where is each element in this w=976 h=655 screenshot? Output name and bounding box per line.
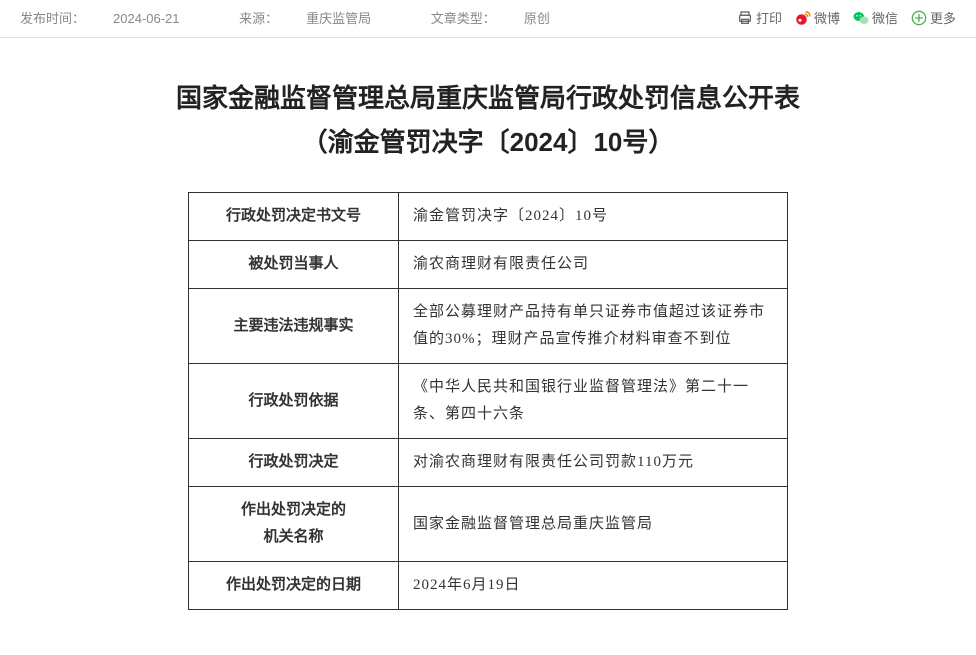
plus-icon bbox=[910, 9, 928, 27]
table-row: 主要违法违规事实 全部公募理财产品持有单只证券市值超过该证券市值的30%；理财产… bbox=[189, 289, 788, 364]
meta-bar: 发布时间：2024-06-21 来源：重庆监管局 文章类型：原创 打印 微博 微… bbox=[0, 0, 976, 38]
table-row: 行政处罚决定 对渝农商理财有限责任公司罚款110万元 bbox=[189, 439, 788, 487]
printer-icon bbox=[736, 9, 754, 27]
more-button[interactable]: 更多 bbox=[910, 8, 956, 27]
row-label: 行政处罚依据 bbox=[189, 364, 399, 439]
row-label: 行政处罚决定书文号 bbox=[189, 193, 399, 241]
weibo-button[interactable]: 微博 bbox=[794, 8, 840, 27]
publish-time: 发布时间：2024-06-21 bbox=[20, 11, 208, 26]
article-type: 文章类型：原创 bbox=[431, 11, 578, 26]
weibo-icon bbox=[794, 9, 812, 27]
table-row: 作出处罚决定的 机关名称 国家金融监督管理总局重庆监管局 bbox=[189, 487, 788, 562]
row-value: 《中华人民共和国银行业监督管理法》第二十一条、第四十六条 bbox=[399, 364, 788, 439]
table-row: 被处罚当事人 渝农商理财有限责任公司 bbox=[189, 241, 788, 289]
meta-left: 发布时间：2024-06-21 来源：重庆监管局 文章类型：原创 bbox=[20, 8, 606, 27]
weibo-label: 微博 bbox=[814, 8, 840, 27]
penalty-table: 行政处罚决定书文号 渝金管罚决字〔2024〕10号 被处罚当事人 渝农商理财有限… bbox=[188, 192, 788, 610]
row-value: 渝金管罚决字〔2024〕10号 bbox=[399, 193, 788, 241]
title-line-2: （渝金管罚决字〔2024〕10号） bbox=[0, 120, 976, 164]
row-value: 渝农商理财有限责任公司 bbox=[399, 241, 788, 289]
table-row: 作出处罚决定的日期 2024年6月19日 bbox=[189, 562, 788, 610]
print-label: 打印 bbox=[756, 8, 782, 27]
source: 来源：重庆监管局 bbox=[239, 11, 399, 26]
row-label: 作出处罚决定的 机关名称 bbox=[189, 487, 399, 562]
more-label: 更多 bbox=[930, 8, 956, 27]
row-value: 2024年6月19日 bbox=[399, 562, 788, 610]
print-button[interactable]: 打印 bbox=[736, 8, 782, 27]
row-label: 行政处罚决定 bbox=[189, 439, 399, 487]
page-title: 国家金融监督管理总局重庆监管局行政处罚信息公开表 （渝金管罚决字〔2024〕10… bbox=[0, 76, 976, 164]
wechat-button[interactable]: 微信 bbox=[852, 8, 898, 27]
row-label: 被处罚当事人 bbox=[189, 241, 399, 289]
row-label: 主要违法违规事实 bbox=[189, 289, 399, 364]
row-value: 国家金融监督管理总局重庆监管局 bbox=[399, 487, 788, 562]
table-row: 行政处罚决定书文号 渝金管罚决字〔2024〕10号 bbox=[189, 193, 788, 241]
row-value: 对渝农商理财有限责任公司罚款110万元 bbox=[399, 439, 788, 487]
penalty-table-body: 行政处罚决定书文号 渝金管罚决字〔2024〕10号 被处罚当事人 渝农商理财有限… bbox=[189, 193, 788, 610]
share-bar: 打印 微博 微信 更多 bbox=[728, 8, 956, 27]
row-label: 作出处罚决定的日期 bbox=[189, 562, 399, 610]
row-value: 全部公募理财产品持有单只证券市值超过该证券市值的30%；理财产品宣传推介材料审查… bbox=[399, 289, 788, 364]
table-row: 行政处罚依据 《中华人民共和国银行业监督管理法》第二十一条、第四十六条 bbox=[189, 364, 788, 439]
wechat-icon bbox=[852, 9, 870, 27]
title-line-1: 国家金融监督管理总局重庆监管局行政处罚信息公开表 bbox=[0, 76, 976, 120]
wechat-label: 微信 bbox=[872, 8, 898, 27]
